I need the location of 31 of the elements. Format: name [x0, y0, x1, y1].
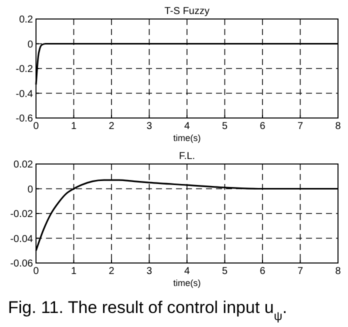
y-tick-label: 0 — [27, 184, 34, 196]
y-tick-label: -0.4 — [16, 88, 34, 100]
x-tick-label: 5 — [222, 266, 228, 277]
y-tick-label: -0.6 — [16, 114, 34, 124]
y-tick-label: -0.04 — [10, 234, 34, 245]
chart-title: T-S Fuzzy — [164, 6, 210, 17]
x-tick-label: 2 — [108, 266, 115, 277]
y-tick-label: -0.02 — [10, 209, 34, 220]
y-tick-label: 0 — [27, 39, 34, 50]
x-tick-label: 7 — [297, 121, 304, 132]
x-tick-label: 3 — [146, 121, 152, 132]
x-tick-label: 6 — [260, 121, 266, 132]
x-tick-label: 6 — [260, 266, 266, 277]
x-tick-label: 1 — [70, 266, 77, 277]
x-tick-label: 3 — [146, 266, 152, 277]
x-tick-label: 1 — [70, 121, 77, 132]
x-tick-label: 4 — [184, 266, 190, 277]
x-tick-label: 8 — [335, 121, 342, 132]
x-tick-label: 7 — [297, 266, 304, 277]
x-tick-label: 5 — [222, 121, 228, 132]
x-axis-title: time(s) — [173, 133, 201, 143]
y-tick-label: 0.2 — [19, 14, 34, 26]
x-tick-label: 4 — [184, 121, 190, 132]
caption: Fig. 11. The result of control input u$_{ψ}$. — [8, 298, 288, 323]
x-tick-label: 8 — [335, 266, 342, 277]
y-tick-label: -0.06 — [10, 258, 34, 270]
chart-title: F.L. — [178, 151, 196, 162]
y-tick-label: 0.02 — [14, 160, 34, 170]
x-tick-label: 2 — [108, 121, 115, 132]
x-axis-title: time(s) — [173, 278, 201, 288]
y-tick-label: -0.2 — [16, 64, 34, 75]
